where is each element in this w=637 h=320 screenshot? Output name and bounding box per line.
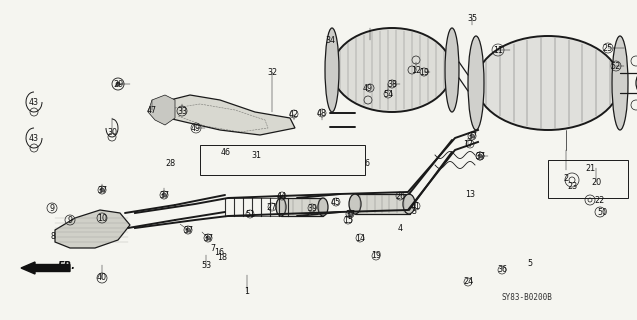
Text: 9: 9 [50,204,55,212]
Text: 9: 9 [68,215,73,225]
Text: 7: 7 [210,244,215,252]
Circle shape [470,134,474,138]
Text: 22: 22 [595,196,605,204]
Circle shape [186,228,190,232]
Text: 47: 47 [147,106,157,115]
Text: 38: 38 [387,79,397,89]
Text: 26: 26 [395,191,405,201]
Circle shape [348,212,352,216]
Text: 35: 35 [467,13,477,22]
Text: 28: 28 [165,158,175,167]
Text: 25: 25 [603,44,613,52]
Text: 37: 37 [467,132,477,140]
Text: 51: 51 [245,210,255,219]
Ellipse shape [318,198,328,216]
Text: 20: 20 [591,178,601,187]
Bar [281,198,323,216]
Text: 30: 30 [107,127,117,137]
Bar [355,194,410,214]
Ellipse shape [276,198,286,216]
Text: 50: 50 [597,207,607,217]
Text: 5: 5 [527,259,533,268]
Text: 43: 43 [29,98,39,107]
Ellipse shape [476,36,620,130]
Text: 13: 13 [465,189,475,198]
Text: 37: 37 [203,234,213,243]
Polygon shape [55,210,130,248]
Polygon shape [168,95,295,135]
Ellipse shape [349,194,361,214]
Text: FR.: FR. [58,261,76,271]
Ellipse shape [332,28,452,112]
Text: 10: 10 [97,213,107,222]
Text: 18: 18 [217,253,227,262]
Text: 37: 37 [97,186,107,195]
Text: 27: 27 [267,203,277,212]
Text: 39: 39 [307,204,317,212]
Text: 11: 11 [493,45,503,54]
Ellipse shape [612,36,628,130]
Text: 42: 42 [289,109,299,118]
Text: 1: 1 [245,287,250,297]
Text: 34: 34 [325,36,335,44]
Text: 23: 23 [567,181,577,190]
Text: 19: 19 [419,68,429,76]
Text: 45: 45 [331,197,341,206]
Text: 16: 16 [214,247,224,257]
Text: 37: 37 [159,190,169,199]
Circle shape [162,193,166,197]
Text: 36: 36 [497,266,507,275]
Text: 41: 41 [411,202,421,211]
Text: 48: 48 [317,108,327,117]
Text: 19: 19 [371,252,381,260]
Circle shape [116,82,120,86]
Text: 2: 2 [564,173,569,182]
Text: 44: 44 [277,191,287,201]
Ellipse shape [445,28,459,112]
Text: 49: 49 [191,124,201,132]
Circle shape [478,154,482,158]
Text: 52: 52 [611,61,621,70]
Text: 29: 29 [113,79,123,89]
Text: 8: 8 [50,231,55,241]
Ellipse shape [325,28,339,112]
Text: 31: 31 [251,150,261,159]
Bar [200,145,365,175]
Text: 49: 49 [363,84,373,92]
Text: 54: 54 [383,90,393,99]
Text: 15: 15 [343,215,353,225]
Text: 46: 46 [221,148,231,156]
Text: 37: 37 [345,210,355,219]
Text: 40: 40 [97,274,107,283]
Text: 53: 53 [201,261,211,270]
Text: 24: 24 [463,277,473,286]
Text: 4: 4 [397,223,403,233]
Ellipse shape [403,194,415,214]
Text: 37: 37 [475,151,485,161]
Text: 12: 12 [411,66,421,75]
Text: 37: 37 [183,226,193,235]
Circle shape [206,236,210,240]
Ellipse shape [468,36,484,130]
Circle shape [100,188,104,192]
Text: 32: 32 [267,68,277,76]
Text: 43: 43 [29,133,39,142]
Polygon shape [148,95,175,125]
Text: 6: 6 [364,158,369,167]
Text: 17: 17 [463,140,473,148]
Text: 33: 33 [177,107,187,116]
Bar [548,160,628,198]
Text: 14: 14 [355,234,365,243]
Text: 3: 3 [412,206,417,215]
Text: 21: 21 [585,164,595,172]
Text: SY83-B0200B: SY83-B0200B [502,293,553,302]
FancyArrow shape [21,262,70,274]
